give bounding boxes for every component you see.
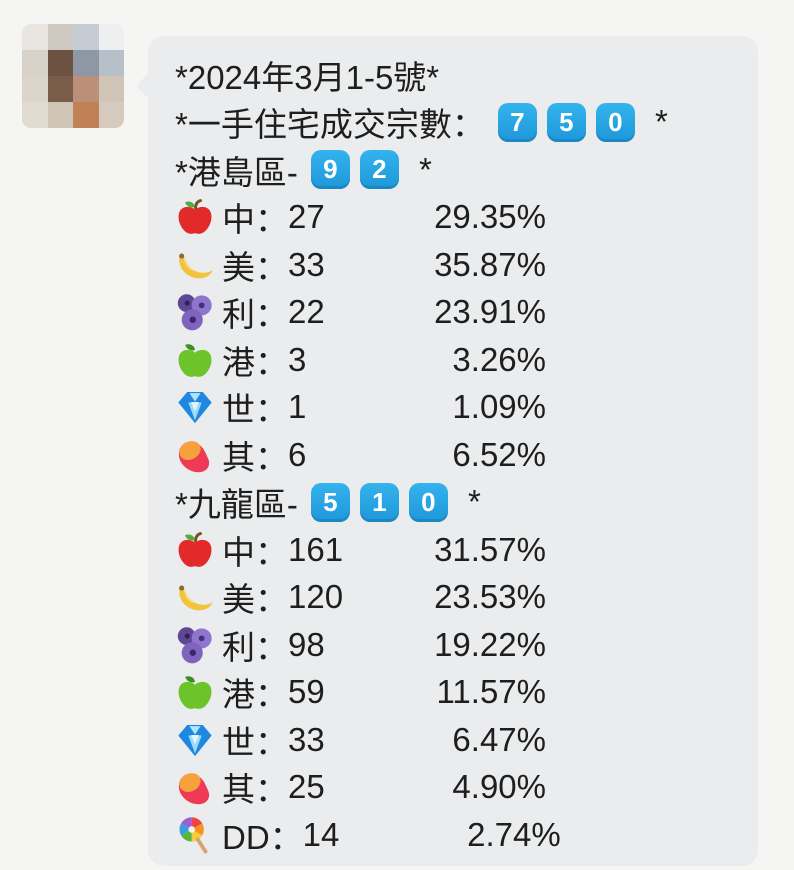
row-percent: 31.57% — [434, 530, 546, 568]
row-label: 中： — [222, 533, 288, 571]
keycap-group-kowloon: 5 1 0 — [310, 482, 448, 522]
row-percent: 6.52% — [452, 435, 546, 473]
stat-row: 中： 27 29.35% — [175, 194, 732, 242]
keycap-digit: 7 — [497, 102, 537, 142]
row-percent: 6.47% — [452, 720, 546, 758]
row-count: 22 — [288, 293, 325, 331]
stat-row: 港： 3 3.26% — [175, 336, 732, 384]
bubble-tail — [135, 71, 165, 101]
row-count: 3 — [288, 340, 307, 378]
row-label: 利： — [222, 628, 288, 666]
row-count: 1 — [288, 388, 307, 426]
row-count: 27 — [288, 198, 325, 236]
stat-row: 美： 120 23.53% — [175, 574, 732, 622]
blueberries-icon — [175, 292, 215, 332]
row-label: 港： — [222, 676, 288, 714]
row-label: 美： — [222, 248, 288, 286]
banana-icon — [175, 245, 215, 285]
row-label: 其： — [222, 438, 288, 476]
banana-icon — [175, 577, 215, 617]
subtitle-text: *一手住宅成交宗數： — [175, 106, 485, 144]
row-count: 33 — [288, 720, 325, 758]
keycap-digit: 5 — [310, 482, 350, 522]
row-percent: 11.57% — [436, 673, 546, 711]
row-label: 中： — [222, 201, 288, 239]
section-header-kowloon: *九龍區- 5 1 0 * — [175, 479, 732, 527]
stat-row: DD： 14 2.74% — [175, 811, 732, 859]
stat-row: 世： 33 6.47% — [175, 716, 732, 764]
gem-icon — [175, 387, 215, 427]
row-count: 25 — [288, 768, 325, 806]
row-label: 其： — [222, 771, 288, 809]
row-count: 161 — [288, 530, 344, 568]
row-label: 港： — [222, 343, 288, 381]
keycap-digit: 9 — [310, 150, 350, 190]
row-percent: 2.74% — [467, 815, 561, 853]
stat-row: 其： 6 6.52% — [175, 431, 732, 479]
row-percent: 4.90% — [452, 768, 546, 806]
mango-icon — [175, 767, 215, 807]
red-apple-icon — [175, 197, 215, 237]
row-count: 33 — [288, 245, 325, 283]
section-header-text: *港島區- — [175, 153, 298, 191]
stat-row: 利： 22 23.91% — [175, 289, 732, 337]
row-label: 美： — [222, 581, 288, 619]
stat-row: 美： 33 35.87% — [175, 241, 732, 289]
keycap-digit: 0 — [595, 102, 635, 142]
stat-row: 其： 25 4.90% — [175, 764, 732, 812]
row-label: DD： — [222, 818, 303, 856]
row-count: 59 — [288, 673, 325, 711]
keycap-digit: 2 — [359, 150, 399, 190]
red-apple-icon — [175, 530, 215, 570]
row-count: 98 — [288, 625, 325, 663]
section-header-suffix: * — [409, 150, 432, 188]
subtitle-suffix: * — [645, 103, 668, 141]
section-header-hong-kong-island: *港島區- 9 2 * — [175, 146, 732, 194]
keycap-group-hki: 9 2 — [310, 150, 399, 190]
message-subtitle: *一手住宅成交宗數： 7 5 0 * — [175, 99, 732, 147]
blueberries-icon — [175, 625, 215, 665]
row-label: 利： — [222, 296, 288, 334]
row-percent: 35.87% — [434, 245, 546, 283]
keycap-group-total: 7 5 0 — [497, 102, 635, 142]
stat-row: 利： 98 19.22% — [175, 621, 732, 669]
message-bubble: *2024年3月1-5號* *一手住宅成交宗數： 7 5 0 * *港島區- 9… — [135, 36, 758, 866]
row-label: 世： — [222, 723, 288, 761]
row-percent: 23.53% — [434, 578, 546, 616]
green-apple-icon — [175, 672, 215, 712]
row-percent: 1.09% — [452, 388, 546, 426]
stat-row: 港： 59 11.57% — [175, 669, 732, 717]
gem-icon — [175, 720, 215, 760]
sender-avatar[interactable] — [22, 24, 124, 128]
row-count: 120 — [288, 578, 344, 616]
stat-row: 世： 1 1.09% — [175, 384, 732, 432]
mango-icon — [175, 435, 215, 475]
row-percent: 3.26% — [452, 340, 546, 378]
stat-row: 中： 161 31.57% — [175, 526, 732, 574]
title-text: *2024年3月1-5號* — [175, 58, 440, 96]
row-percent: 23.91% — [434, 293, 546, 331]
keycap-digit: 0 — [408, 482, 448, 522]
lollipop-icon — [175, 815, 215, 855]
row-label: 世： — [222, 391, 288, 429]
message-title: *2024年3月1-5號* — [175, 51, 732, 99]
row-count: 14 — [302, 815, 340, 853]
green-apple-icon — [175, 340, 215, 380]
row-percent: 29.35% — [434, 198, 546, 236]
row-count: 6 — [288, 435, 307, 473]
section-header-text: *九龍區- — [175, 486, 298, 524]
keycap-digit: 5 — [546, 102, 586, 142]
section-header-suffix: * — [458, 483, 481, 521]
row-percent: 19.22% — [434, 625, 546, 663]
keycap-digit: 1 — [359, 482, 399, 522]
